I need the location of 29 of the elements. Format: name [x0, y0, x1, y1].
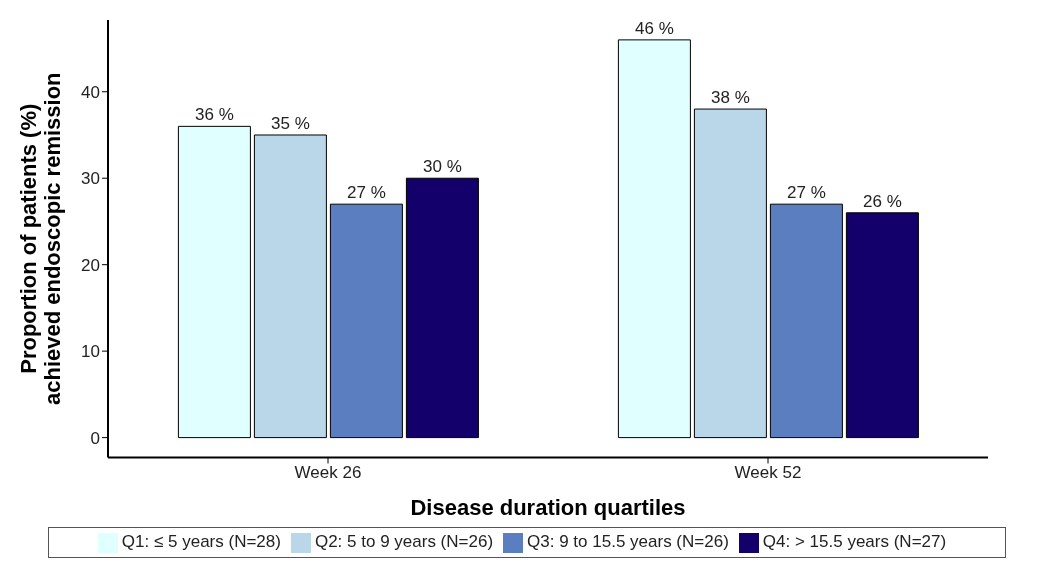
x-axis-title: Disease duration quartiles: [410, 495, 686, 521]
y-tick-label: 30: [81, 169, 100, 189]
bar: [769, 203, 843, 439]
legend-label: Q2: 5 to 9 years (N=26): [314, 532, 494, 552]
y-tick-label: 0: [90, 428, 100, 448]
legend-label: Q4: > 15.5 years (N=27): [762, 532, 947, 552]
bar: [177, 125, 251, 439]
y-axis-title: Proportion of patients (%) achieved endoscopic remission: [16, 72, 65, 406]
legend-label: Q3: 9 to 15.5 years (N=26): [527, 532, 729, 552]
bar: [693, 108, 767, 439]
bar: [329, 203, 403, 439]
y-tick-label: 10: [81, 342, 100, 362]
y-tick-label: 20: [81, 255, 100, 275]
data-label: 36 %: [195, 105, 234, 125]
bar: [405, 177, 479, 439]
data-label: 38 %: [711, 88, 750, 108]
x-tick-label: Week 26: [294, 462, 362, 482]
legend-label: Q1: ≤ 5 years (N=28): [121, 532, 281, 552]
bar: [253, 134, 327, 439]
data-label: 35 %: [271, 113, 310, 133]
data-label: 30 %: [423, 157, 462, 177]
bar: [617, 39, 691, 439]
data-label: 26 %: [863, 191, 902, 211]
x-tick-label: Week 52: [734, 462, 802, 482]
bar: [845, 212, 919, 439]
data-label: 27 %: [347, 183, 386, 203]
data-label: 27 %: [787, 183, 826, 203]
y-tick-label: 40: [81, 82, 100, 102]
data-label: 46 %: [635, 18, 674, 38]
